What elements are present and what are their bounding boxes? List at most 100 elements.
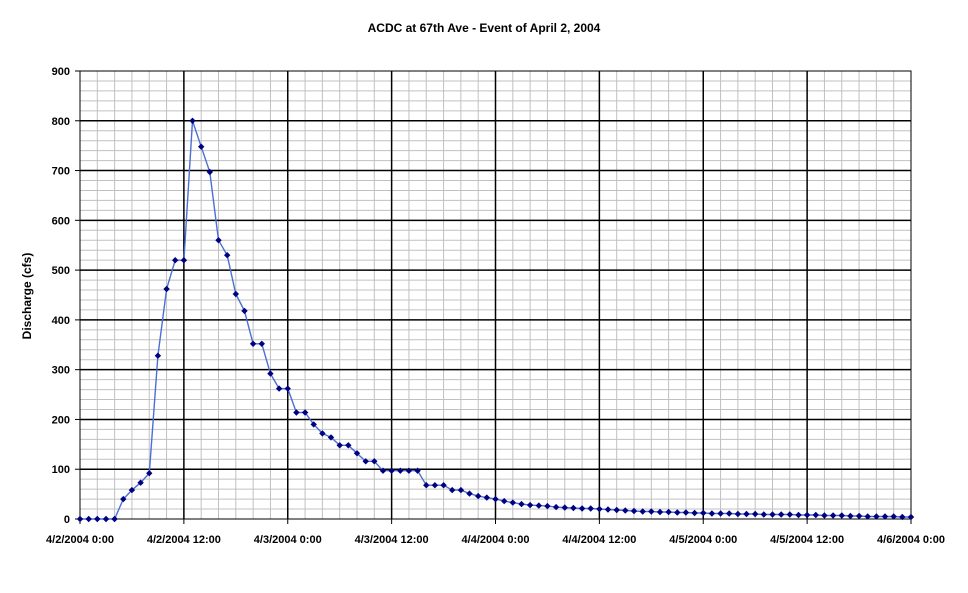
data-point-marker [760,511,767,518]
data-point-marker [414,467,421,474]
data-point-marker [224,252,231,259]
data-point-marker [907,513,915,521]
data-point-marker [76,515,84,523]
data-point-marker [847,512,854,520]
data-point-marker [795,511,802,519]
data-point-marker [154,352,162,359]
data-point-marker [137,479,144,486]
data-point-marker [301,409,309,416]
data-point-marker [232,290,239,298]
data-point-marker [241,307,248,315]
data-point-marker [829,512,837,519]
y-tick-label: 500 [52,265,70,277]
data-point-marker [457,486,465,494]
data-point-marker [639,508,646,515]
data-point-marker [708,510,716,517]
x-tick-label: 4/4/2004 12:00 [562,534,636,546]
data-point-marker [85,515,92,523]
x-tick-label: 4/3/2004 12:00 [355,534,429,546]
data-point-marker [752,510,759,518]
data-point-marker [379,467,387,474]
data-point-marker [665,508,672,516]
data-point-marker [423,482,430,489]
data-point-marker [734,510,742,518]
data-point-marker [163,285,170,293]
data-point-marker [596,505,603,513]
data-point-marker [94,515,101,523]
data-point-marker [648,508,655,515]
data-point-marker [345,442,352,449]
data-point-marker [475,492,482,500]
data-point-marker [622,507,629,514]
data-point-marker [552,503,560,511]
data-point-marker [873,513,880,520]
y-tick-label: 200 [52,414,70,426]
data-point-marker [258,340,265,347]
y-axis-ticks: 0 100 200 300 400 500 600 700 800 900 [52,66,80,526]
data-point-marker [535,502,542,509]
data-point-marker [111,515,118,523]
x-tick-label: 4/2/2004 0:00 [46,534,114,546]
y-tick-label: 800 [52,116,70,128]
data-point-marker [431,482,439,489]
data-point-marker [890,513,897,520]
y-tick-label: 0 [64,514,70,526]
data-point-marker [838,512,845,519]
data-point-marker [682,509,690,516]
data-point-marker [466,490,473,497]
data-point-marker [518,500,525,508]
data-point-marker [336,442,343,449]
x-tick-label: 4/5/2004 0:00 [669,534,737,546]
data-point-marker [388,467,395,474]
data-point-marker [778,511,785,518]
data-point-marker [717,510,724,517]
data-point-marker [146,470,153,477]
data-point-marker [501,497,508,505]
x-tick-label: 4/2/2004 12:00 [147,534,221,546]
data-point-marker [405,467,413,474]
data-point-marker [397,467,404,474]
data-point-marker [120,495,127,503]
y-tick-label: 400 [52,315,70,327]
major-gridlines [80,71,911,519]
data-point-marker [691,509,698,517]
data-point-marker [483,494,490,501]
x-tick-label: 4/3/2004 0:00 [254,534,322,546]
data-point-marker [587,505,594,512]
data-point-marker [726,510,733,517]
data-point-marker [561,504,568,511]
data-point-marker [613,506,620,514]
data-point-marker [786,511,793,518]
data-point-marker [310,421,317,428]
data-point-marker [881,513,889,520]
y-tick-label: 600 [52,215,70,227]
data-point-marker [855,512,863,520]
data-point-marker [215,237,222,244]
y-tick-label: 700 [52,166,70,178]
data-point-marker [526,501,534,509]
data-point-marker [700,509,707,517]
data-point-marker [864,513,871,520]
data-point-marker [769,511,776,518]
series-markers-group [76,117,915,523]
y-tick-label: 900 [52,66,70,78]
data-point-marker [327,434,335,441]
x-tick-label: 4/4/2004 0:00 [462,534,530,546]
data-point-marker [128,486,136,494]
data-point-marker [293,409,300,416]
data-point-marker [180,257,188,264]
data-point-marker [509,499,516,506]
data-point-marker [674,509,681,516]
data-point-marker [267,370,274,377]
x-axis-ticks: 4/2/2004 0:00 4/2/2004 12:00 4/3/2004 0:00… [46,519,945,546]
data-point-marker [743,510,750,518]
data-point-marker [319,430,326,437]
data-point-marker [812,511,819,519]
data-point-marker [206,168,213,176]
data-point-marker [353,450,361,457]
data-point-marker [578,505,586,512]
data-point-marker [630,507,638,515]
data-point-marker [249,340,257,347]
data-point-marker [821,512,828,519]
